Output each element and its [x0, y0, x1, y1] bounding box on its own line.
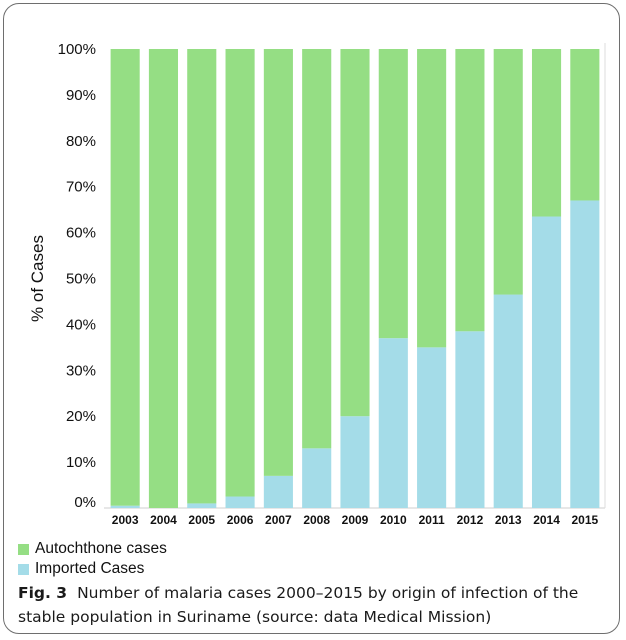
bar-imported-cases-2003 [110, 505, 140, 508]
x-tick-label-2004: 2004 [150, 513, 177, 527]
y-axis-title: % of Cases [28, 235, 47, 322]
legend-swatch-autochthone [18, 543, 29, 555]
bar-imported-cases-2013 [493, 294, 523, 508]
y-tick-label-9: 90% [66, 87, 96, 104]
bar-autochthone-cases-2010 [378, 49, 408, 339]
bar-imported-cases-2009 [340, 416, 370, 508]
bar-autochthone-cases-2005 [187, 49, 217, 504]
bar-autochthone-cases-2007 [263, 49, 293, 476]
y-tick-label-6: 60% [66, 225, 96, 242]
legend-label-imported: Imported Cases [35, 560, 145, 577]
legend-swatch-imported [18, 563, 29, 575]
bar-autochthone-cases-2014 [531, 49, 562, 217]
bar-autochthone-cases-2004 [148, 49, 179, 508]
y-tick-label-3: 30% [66, 362, 96, 379]
legend-item-autochthone: Autochthone cases [18, 539, 167, 559]
caption-label: Fig. 3 [18, 584, 68, 602]
x-tick-label-2014: 2014 [533, 513, 560, 527]
y-tick-label-0: 0% [74, 494, 96, 511]
x-tick-label-2006: 2006 [227, 513, 254, 527]
bar-imported-cases-2006 [225, 496, 255, 508]
x-tick-label-2009: 2009 [342, 513, 369, 527]
y-tick-label-1: 10% [66, 454, 96, 471]
legend-item-imported: Imported Cases [18, 559, 167, 579]
bar-autochthone-cases-2013 [493, 49, 523, 295]
x-tick-label-2011: 2011 [419, 513, 445, 527]
bar-imported-cases-2012 [455, 331, 485, 508]
y-tick-label-8: 80% [66, 133, 96, 150]
x-tick-label-2013: 2013 [495, 513, 522, 527]
chart-legend: Autochthone cases Imported Cases [18, 539, 167, 579]
bar-imported-cases-2011 [417, 347, 447, 508]
caption-text: Number of malaria cases 2000–2015 by ori… [18, 584, 579, 626]
bar-autochthone-cases-2006 [225, 49, 255, 497]
y-tick-label-2: 20% [66, 408, 96, 425]
y-tick-label-7: 70% [66, 179, 96, 196]
bar-autochthone-cases-2012 [455, 49, 485, 332]
bar-imported-cases-2008 [302, 448, 332, 508]
bar-imported-cases-2014 [531, 216, 562, 508]
x-tick-label-2007: 2007 [265, 513, 292, 527]
x-tick-label-2003: 2003 [112, 513, 139, 527]
x-tick-label-2010: 2010 [380, 513, 407, 527]
bar-autochthone-cases-2003 [110, 49, 140, 506]
bar-autochthone-cases-2015 [570, 49, 600, 201]
bar-autochthone-cases-2008 [302, 49, 332, 449]
bar-imported-cases-2015 [570, 200, 600, 508]
x-tick-label-2005: 2005 [188, 513, 215, 527]
bar-imported-cases-2010 [378, 338, 408, 508]
legend-label-autochthone: Autochthone cases [35, 540, 167, 557]
bar-autochthone-cases-2009 [340, 49, 370, 417]
y-tick-label-10: 100% [58, 41, 96, 58]
bar-imported-cases-2005 [187, 503, 217, 508]
x-tick-label-2012: 2012 [457, 513, 484, 527]
y-tick-label-4: 40% [66, 316, 96, 333]
x-tick-label-2015: 2015 [571, 513, 598, 527]
x-tick-label-2008: 2008 [303, 513, 330, 527]
bar-autochthone-cases-2011 [417, 49, 447, 348]
stacked-bar-chart: 2003 2004 2005 2006 2007 2008 2009 2010 2011 2012… [28, 41, 606, 527]
figure-caption: Fig. 3 Number of malaria cases 2000–2015 … [18, 581, 614, 629]
bar-imported-cases-2007 [263, 475, 293, 508]
y-tick-label-5: 50% [66, 271, 96, 288]
